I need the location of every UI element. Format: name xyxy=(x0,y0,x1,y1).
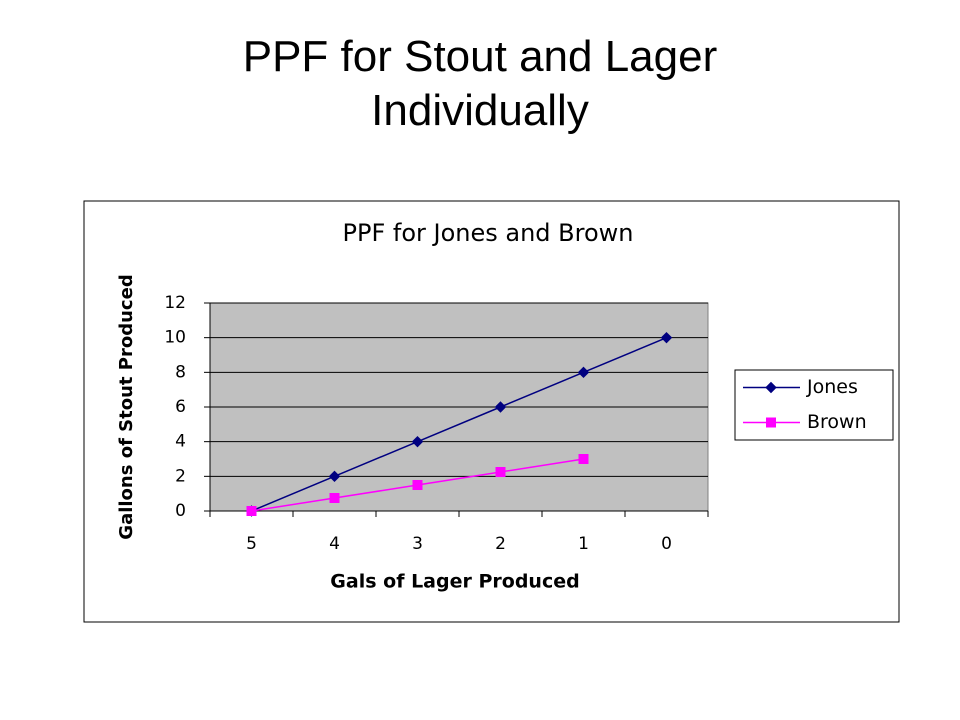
data-point xyxy=(577,366,590,379)
legend-marker xyxy=(766,417,776,428)
y-tick-label: 0 xyxy=(175,501,186,521)
legend-marker xyxy=(765,381,777,394)
legend-box xyxy=(734,369,894,441)
y-tick-label: 6 xyxy=(175,397,186,417)
data-point xyxy=(494,401,507,413)
data-point xyxy=(411,435,424,448)
y-tick-label: 4 xyxy=(175,432,186,452)
legend-label: Brown xyxy=(807,411,867,433)
legend-label: Jones xyxy=(806,376,858,398)
data-point xyxy=(328,470,341,483)
x-tick-label: 5 xyxy=(246,534,257,554)
series-line xyxy=(251,336,667,512)
data-point xyxy=(660,331,673,344)
y-tick-label: 2 xyxy=(175,466,186,486)
data-point xyxy=(329,493,340,503)
x-tick-label: 4 xyxy=(329,534,340,554)
slide-title: PPF for Stout and Lager Individually xyxy=(242,32,718,135)
y-tick-label: 8 xyxy=(175,362,186,382)
data-point xyxy=(578,454,589,464)
x-tick-label: 0 xyxy=(661,534,672,554)
x-axis-label: Gals of Lager Produced xyxy=(330,571,579,593)
y-tick-label: 10 xyxy=(164,328,186,348)
data-point xyxy=(246,506,257,516)
y-tick-label: 12 xyxy=(164,293,186,313)
x-tick-label: 3 xyxy=(412,534,423,554)
x-tick-label: 2 xyxy=(495,534,506,554)
x-tick-label: 1 xyxy=(578,534,589,554)
data-point xyxy=(495,467,506,477)
chart-title: PPF for Jones and Brown xyxy=(343,219,634,247)
data-point xyxy=(412,480,423,490)
y-axis-label: Gallons of Stout Produced xyxy=(116,274,137,539)
